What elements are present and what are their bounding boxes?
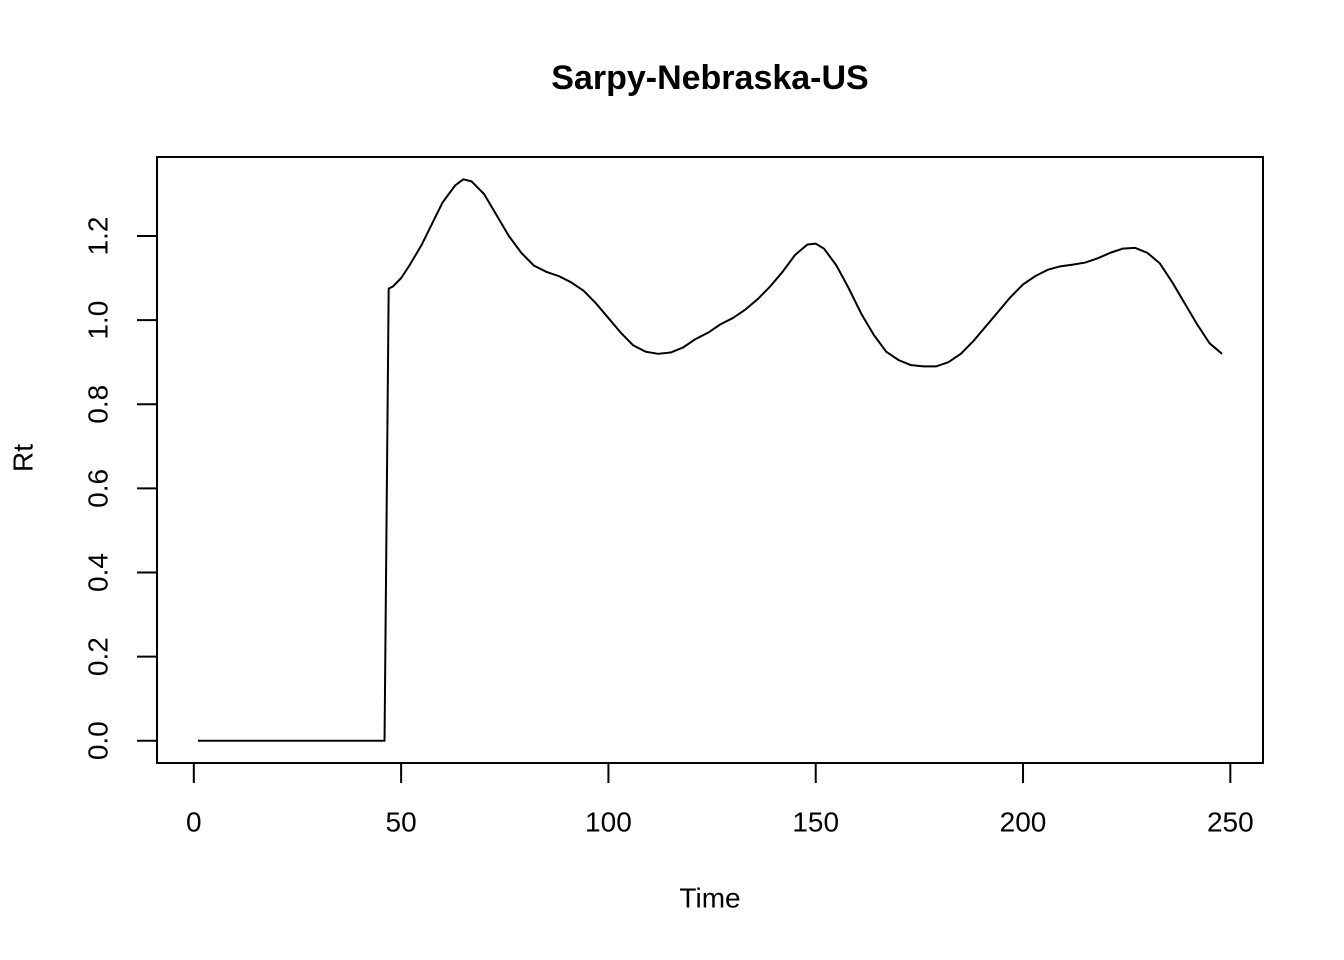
y-axis-label: Rt: [7, 444, 38, 472]
x-tick-label: 250: [1207, 806, 1254, 837]
y-tick-label: 0.2: [82, 637, 113, 676]
y-tick-label: 0.0: [82, 721, 113, 760]
chart-title: Sarpy-Nebraska-US: [551, 59, 868, 97]
y-tick-label: 1.0: [82, 301, 113, 340]
series-line: [197, 178, 1223, 742]
x-tick-label: 200: [1000, 806, 1047, 837]
x-tick-label: 0: [186, 806, 202, 837]
y-tick-label: 0.4: [82, 553, 113, 592]
y-tick-label: 1.2: [82, 217, 113, 256]
x-axis-label: Time: [679, 882, 740, 913]
x-tick-label: 100: [585, 806, 632, 837]
plot-box: [156, 156, 1264, 764]
x-tick-label: 150: [792, 806, 839, 837]
x-tick-label: 50: [386, 806, 417, 837]
y-tick-label: 0.6: [82, 469, 113, 508]
y-tick-label: 0.8: [82, 385, 113, 424]
